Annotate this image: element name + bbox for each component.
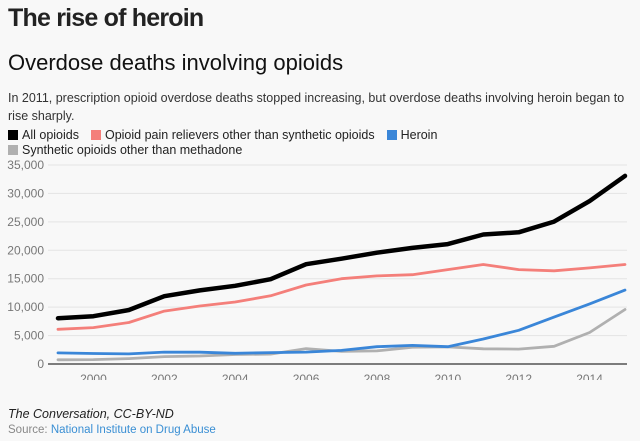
x-tick-label: 2006 [293,372,320,380]
source-label: Source: [8,424,48,436]
series-line-all-opioids [55,173,628,321]
credit-text: The Conversation, CC-BY-ND [8,407,174,421]
y-tick-label: 10,000 [7,300,44,314]
legend-item: Synthetic opioids other than methadone [8,143,242,158]
y-tick-label: 5,000 [14,329,44,343]
y-tick-label: 15,000 [7,272,44,286]
legend-swatch [8,145,18,155]
page-title: The rise of heroin [8,4,204,32]
legend-swatch [90,130,101,140]
y-tick-label: 25,000 [7,215,44,229]
legend-swatch [386,130,397,140]
series-line-opioid-pain-relievers-other-than-synthetic-opioids [56,263,627,331]
legend-swatch [8,130,18,140]
x-tick-label: 2010 [434,372,461,380]
x-tick-label: 2012 [505,372,532,380]
legend-item: Heroin [386,128,438,143]
y-tick-label: 20,000 [7,243,44,257]
source-link[interactable]: National Institute on Drug Abuse [50,424,216,436]
legend-label: All opioids [22,128,79,142]
line-chart: 0 5,000 10,000 15,000 20,000 25,000 30,000 35,0… [7,158,628,380]
chart-title: Overdose deaths involving opioids [8,50,344,75]
x-tick-label: 2014 [576,372,603,380]
x-tick-label: 2000 [80,372,107,380]
legend-label: Heroin [400,128,438,142]
legend-item: Opioid pain relievers other than synthet… [90,128,375,143]
chart-description: In 2011, prescription opioid overdose de… [8,91,625,123]
y-tick-label: 0 [37,357,44,371]
legend: All opioids Opioid pain relievers other t… [8,128,628,158]
source-line: Source: National Institute on Drug Abuse [8,424,216,436]
y-tick-label: 30,000 [7,186,44,200]
x-tick-label: 2004 [222,372,249,380]
x-tick-label: 2002 [151,372,178,380]
legend-label: Opioid pain relievers other than synthet… [104,128,375,142]
series-line-heroin [56,288,627,356]
legend-label: Synthetic opioids other than methadone [22,143,243,157]
x-tick-label: 2008 [364,372,391,380]
y-tick-label: 35,000 [7,158,44,172]
legend-item: All opioids [8,128,79,143]
